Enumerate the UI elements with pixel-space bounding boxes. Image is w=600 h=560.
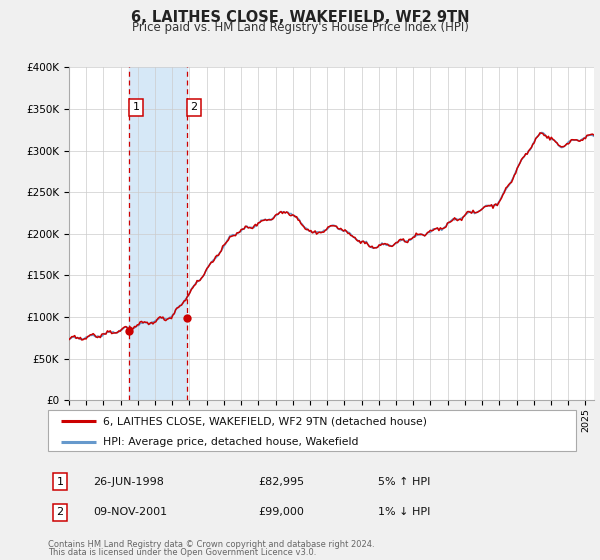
Text: 1: 1: [56, 477, 64, 487]
Text: 1: 1: [133, 102, 139, 112]
Text: £99,000: £99,000: [258, 507, 304, 517]
Text: HPI: Average price, detached house, Wakefield: HPI: Average price, detached house, Wake…: [103, 437, 359, 447]
Text: 09-NOV-2001: 09-NOV-2001: [93, 507, 167, 517]
Text: £82,995: £82,995: [258, 477, 304, 487]
Bar: [129, 67, 187, 400]
Text: 5% ↑ HPI: 5% ↑ HPI: [378, 477, 430, 487]
Text: 2: 2: [190, 102, 197, 112]
Text: 6, LAITHES CLOSE, WAKEFIELD, WF2 9TN (detached house): 6, LAITHES CLOSE, WAKEFIELD, WF2 9TN (de…: [103, 417, 427, 426]
Text: 1% ↓ HPI: 1% ↓ HPI: [378, 507, 430, 517]
Text: 26-JUN-1998: 26-JUN-1998: [93, 477, 164, 487]
Text: Price paid vs. HM Land Registry's House Price Index (HPI): Price paid vs. HM Land Registry's House …: [131, 21, 469, 34]
Text: This data is licensed under the Open Government Licence v3.0.: This data is licensed under the Open Gov…: [48, 548, 316, 557]
Text: 6, LAITHES CLOSE, WAKEFIELD, WF2 9TN: 6, LAITHES CLOSE, WAKEFIELD, WF2 9TN: [131, 10, 469, 25]
Text: Contains HM Land Registry data © Crown copyright and database right 2024.: Contains HM Land Registry data © Crown c…: [48, 540, 374, 549]
Text: 2: 2: [56, 507, 64, 517]
